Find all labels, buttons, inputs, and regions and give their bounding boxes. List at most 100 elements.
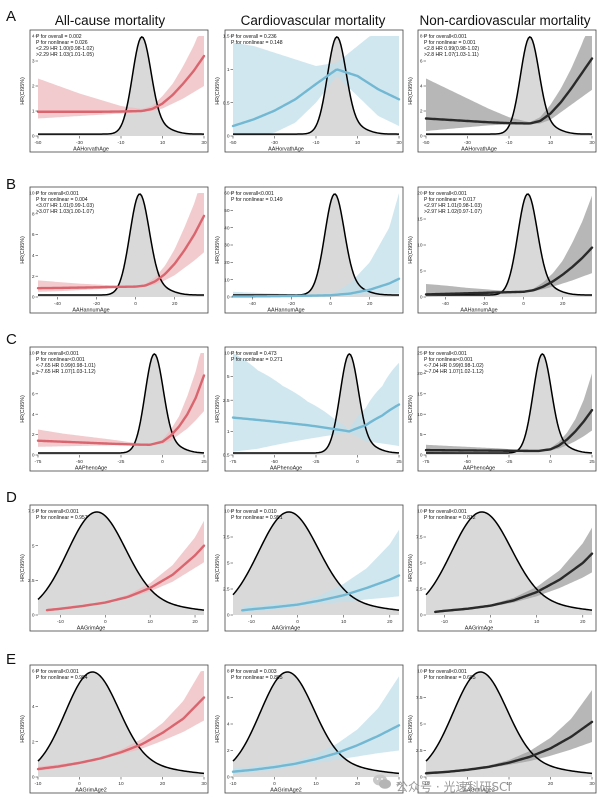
hr-spline-line [36,214,206,290]
y-tick-label: 10 [417,509,423,515]
p-value-annotation: >2.8 HR 1.07(1.03-1.11) [424,52,479,58]
x-tick-label: -30 [76,140,83,146]
x-tick-label: 25 [589,459,595,465]
x-tick-label: 30 [589,781,595,787]
x-tick-label: -10 [506,140,513,146]
p-value-annotation: P for nonlinear = 0.812 [424,515,476,521]
p-value-annotation: P for nonlinear = 0.148 [231,40,283,46]
y-tick-label: 1 [227,67,230,73]
x-tick-label: 10 [147,619,153,625]
y-tick-label: 10 [29,351,35,357]
p-value-annotation: P for nonlinear = 0.017 [424,197,476,203]
y-tick-label: 10 [417,669,423,675]
y-tick-label: 2.5 [223,398,230,404]
x-tick-label: -10 [313,140,320,146]
ci-ribbon [233,353,399,452]
p-value-annotation: P for overall<0.001 [36,509,79,515]
x-tick-label: 30 [201,781,207,787]
y-axis-title: HR(CI95%) [408,715,414,743]
ci-ribbon [426,36,592,131]
density-curve [233,36,399,135]
y-tick-label: 4 [32,34,35,40]
ci-ribbon [233,676,399,774]
x-tick-label: -25 [506,459,513,465]
y-tick-label: 20 [417,191,423,197]
y-tick-label: 10 [224,277,230,283]
hr-spline-line [231,403,401,433]
panel-c-cardiovascular: -75 -50 -25 0 25 0.5 1 2.5 5 10 AAPhenoAge HR(CI95%… [215,346,404,472]
y-axis-title: HR(CI95%) [408,554,414,582]
p-value-annotation: P for nonlinear = 0.951 [231,515,283,521]
x-axis-title: AAHorvathAge [461,147,497,153]
x-tick-label: -10 [423,781,430,787]
hr-spline-line [424,408,594,453]
y-axis-title: HR(CI95%) [20,554,26,582]
density-curve [233,352,400,454]
x-tick-label: 20 [192,619,198,625]
y-tick-label: 6 [32,391,35,397]
y-tick-label: 5 [32,543,35,549]
row-letter-b: B [6,176,16,193]
y-tick-label: 10 [417,412,423,418]
x-tick-label: 0 [273,781,276,787]
x-tick-label: -25 [313,459,320,465]
y-tick-label: 25 [417,351,423,357]
y-tick-label: 3 [32,59,35,65]
y-tick-label: 10 [417,243,423,249]
panel-frame [29,186,209,314]
panel-frame [224,504,404,632]
hr-spline-line [45,544,206,612]
x-tick-label: -10 [248,619,255,625]
y-tick-label: 15 [417,217,423,223]
x-tick-label: 0 [134,301,137,307]
x-axis-title: AAGrimAge [77,626,105,632]
y-tick-label: 20 [417,371,423,377]
p-value-annotation: P for nonlinear = 0.001 [424,40,476,46]
x-tick-label: -50 [423,140,430,146]
panel-frame [224,186,404,314]
p-value-annotation: P for overall<0.001 [424,34,467,40]
y-tick-label: 0 [227,295,230,301]
y-axis-title: HR(CI95%) [20,715,26,743]
p-value-annotation: P for nonlinear = 0.865 [231,675,283,681]
p-value-annotation: >-7.65 HR 1.07(1.03-1.12) [36,369,96,375]
p-value-annotation: P for overall<0.001 [424,509,467,515]
x-tick-label: 20 [172,301,178,307]
y-axis-title: HR(CI95%) [408,77,414,105]
y-tick-label: 2.5 [28,578,35,584]
x-axis-title: AAPhenoAge [75,466,107,472]
x-tick-label: 0 [296,619,299,625]
ci-ribbon [46,520,204,612]
x-tick-label: -40 [249,301,256,307]
x-tick-label: 0 [522,301,525,307]
p-value-annotation: P for overall = 0.003 [231,669,277,675]
panel-frame [29,504,209,632]
panel-c-non-cardiovascular: -75 -50 -25 0 25 0 5 10 15 20 25 AAPhenoAge HR(CI95%… [408,346,597,472]
x-tick-label: -30 [464,140,471,146]
x-axis-title: AAHannumAge [460,308,497,314]
x-tick-label: 20 [387,619,393,625]
y-tick-label: 6 [32,669,35,675]
row-letter-a: A [6,8,16,25]
x-tick-label: -30 [271,140,278,146]
y-tick-label: 0 [227,613,230,619]
x-axis-title: AAHannumAge [267,308,304,314]
y-axis-title: HR(CI95%) [408,236,414,264]
y-tick-label: 2 [32,739,35,745]
hr-spline-line [36,374,206,446]
hr-spline-line [231,277,401,298]
x-tick-label: -10 [57,619,64,625]
x-tick-label: 0 [356,459,359,465]
x-axis-title: AAHannumAge [72,308,109,314]
x-axis-title: AAPhenoAge [270,466,302,472]
panel-frame [29,346,209,472]
p-value-annotation: P for overall = 0.002 [36,34,82,40]
x-tick-label: 25 [396,459,402,465]
p-value-annotation: P for nonlinear = 0.149 [231,197,283,203]
density-curve [425,671,593,775]
density-curve [38,352,205,454]
x-tick-label: 30 [396,140,402,146]
p-value-annotation: >2.97 HR 1.02(0.97-1.07) [424,209,482,215]
